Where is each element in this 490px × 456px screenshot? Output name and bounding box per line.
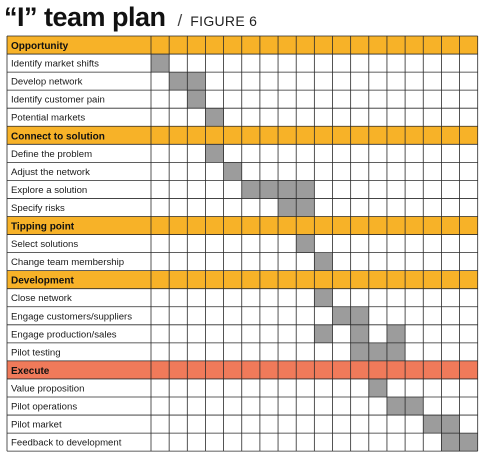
task-bar-cell [314,324,333,343]
task-bar-cell [151,54,170,73]
task-bar-cell [223,162,242,181]
section-title: Execute [11,366,50,377]
section-band [7,216,478,235]
task-label: Engage customers/suppliers [11,311,132,322]
task-bar-cell [278,180,297,199]
section-band [7,126,478,145]
task-row [7,234,478,253]
task-label: Specify risks [11,203,65,214]
task-row [7,72,478,91]
task-row [7,198,478,217]
task-row [7,90,478,109]
task-bar-cell [205,144,224,163]
task-row [7,144,478,163]
task-label: Identify market shifts [11,59,99,70]
task-bar-cell [386,397,406,416]
task-bar-cell [441,433,460,452]
task-bar-cell [187,72,206,91]
task-bar-cell [296,198,315,217]
task-bar-cell [314,252,333,271]
task-label: Pilot operations [11,402,77,413]
task-label: Change team membership [11,257,124,268]
section-title: Connect to solution [11,131,105,142]
task-label: Explore a solution [11,185,87,196]
task-row [7,378,478,397]
task-bar-cell [296,180,315,199]
task-bar-cell [278,198,297,217]
section-title: Opportunity [11,41,69,52]
task-label: Value proposition [11,383,84,394]
task-label: Pilot testing [11,347,61,358]
task-row [7,252,478,271]
task-label: Engage production/sales [11,329,117,340]
title-separator: / [177,11,183,30]
task-bar-cell [332,306,351,325]
figure-label: FIGURE 6 [190,13,258,29]
task-label: Select solutions [11,239,78,250]
task-bar-cell [386,324,406,343]
task-label: Develop network [11,77,83,88]
task-bar-cell [350,324,369,343]
task-label: Define the problem [11,149,92,160]
task-label: Pilot market [11,420,62,431]
task-label: Potential markets [11,113,85,124]
task-label: Feedback to development [11,438,122,449]
task-bar-cell [350,306,369,325]
task-bar-cell [441,415,460,434]
task-bar-cell [205,108,224,127]
figure-header: “I” team plan / FIGURE 6 [4,0,257,36]
task-row [7,162,478,181]
task-row [7,397,478,416]
task-row [7,415,478,434]
task-bar-cell [187,90,206,109]
task-bar-cell [459,433,478,452]
task-bar-cell [314,288,333,307]
task-label: Identify customer pain [11,95,105,106]
task-bar-cell [386,342,406,361]
task-bar-cell [423,415,442,434]
section-band [7,270,478,289]
task-row [7,288,478,307]
page-title: “I” team plan [4,2,166,32]
task-bar-cell [368,342,387,361]
task-bar-cell [350,342,369,361]
task-row [7,342,478,361]
task-bar-cell [368,378,387,397]
task-label: Close network [11,293,72,304]
section-title: Development [11,276,74,287]
task-row [7,108,478,127]
task-bar-cell [405,397,424,416]
section-band [7,360,478,379]
section-title: Tipping point [11,222,75,233]
task-bar-cell [259,180,279,199]
task-row [7,54,478,73]
task-bar-cell [241,180,260,199]
task-label: Adjust the network [11,167,90,178]
task-bar-cell [169,72,188,91]
section-band [7,36,478,55]
task-bar-cell [296,234,315,253]
task-row [7,433,478,452]
